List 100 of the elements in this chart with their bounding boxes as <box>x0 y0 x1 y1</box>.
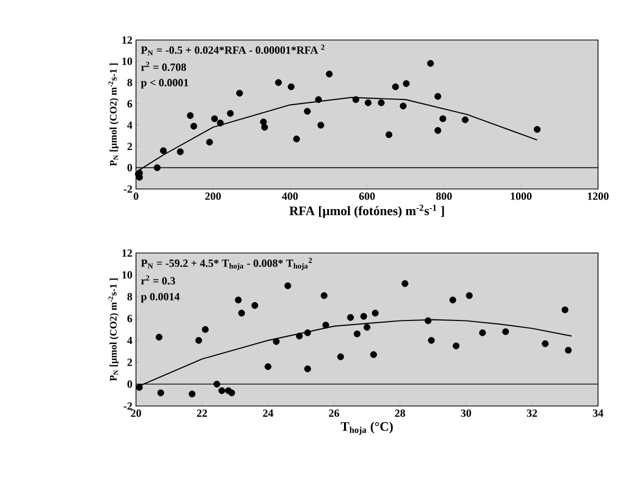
y-tick-label: 12 <box>122 249 132 257</box>
point <box>562 306 568 314</box>
y-tick-label: 0 <box>127 164 132 172</box>
point <box>296 332 303 340</box>
point <box>322 322 330 328</box>
y-tick-label: 10 <box>122 271 132 279</box>
point <box>427 60 434 67</box>
point <box>228 389 236 396</box>
annotation: P$_{N}$ = -0.5 + 0.024*RFA - 0.00001*RFA $^{2}$ <box>141 44 324 56</box>
point <box>216 120 224 126</box>
annotation: p < 0.0001 <box>140 78 188 89</box>
x-tick-label: 24 <box>262 410 274 417</box>
y-tick-label: 4 <box>127 122 132 129</box>
point <box>347 314 354 321</box>
y-tick-label: 6 <box>127 314 132 322</box>
point <box>288 83 295 90</box>
point <box>466 292 473 299</box>
point <box>424 317 432 324</box>
point <box>372 310 379 316</box>
x-tick-label: 800 <box>436 192 452 200</box>
point <box>564 346 572 354</box>
point <box>251 302 258 309</box>
point <box>157 389 164 396</box>
point <box>315 96 322 103</box>
point <box>261 124 268 131</box>
point <box>293 136 300 142</box>
x-tick-label: 600 <box>359 192 375 200</box>
y-tick-label: 8 <box>127 78 132 86</box>
point <box>156 334 162 341</box>
y-tick-label: 12 <box>122 36 132 44</box>
y-tick-label: 0 <box>127 380 132 388</box>
point <box>190 122 198 130</box>
point <box>452 342 460 350</box>
x-tick-label: 32 <box>526 410 538 417</box>
point <box>326 70 333 78</box>
point <box>188 390 196 398</box>
point <box>226 110 234 117</box>
point <box>304 329 311 336</box>
point <box>462 116 469 124</box>
x-tick-label: 1000 <box>510 192 532 200</box>
point <box>186 112 194 119</box>
point <box>402 80 410 88</box>
point <box>378 99 385 106</box>
point <box>502 328 509 336</box>
y-tick-label: 2 <box>127 142 132 150</box>
x-tick-label: 34 <box>592 410 604 417</box>
y-tick-label: 8 <box>127 293 132 300</box>
annotation: r$^{2}$ = 0.3 <box>141 275 176 285</box>
point <box>360 312 368 320</box>
y-axis-title: P$_{N}$ [µmol (CO2) m$^{-2}$s-1 ] <box>108 64 119 166</box>
y-tick-label: 4 <box>127 336 132 344</box>
point <box>392 83 399 90</box>
x-axis-title: T$_{hoja}$ (°C) <box>340 422 393 435</box>
point <box>434 127 442 134</box>
y-tick-label: -2 <box>124 185 132 193</box>
annotation: p 0.0014 <box>140 292 180 303</box>
x-tick-label: 22 <box>196 410 208 417</box>
point <box>479 329 486 336</box>
point <box>218 387 226 394</box>
point <box>534 126 541 133</box>
x-tick-label: 20 <box>130 410 142 417</box>
point <box>400 102 407 110</box>
point <box>434 93 442 100</box>
x-tick-label: 200 <box>205 192 221 200</box>
point <box>260 118 267 126</box>
point <box>439 115 446 122</box>
annotation: r$^{2}$ = 0.708 <box>141 62 186 71</box>
x-axis-title: RFA [µmol (fotónes) m$^{-2}$s$^{-1}$ ] <box>289 204 444 218</box>
y-tick-label: 10 <box>122 58 132 65</box>
point <box>364 324 370 331</box>
x-tick-label: 0 <box>134 192 138 200</box>
x-tick-label: 28 <box>394 410 406 417</box>
point <box>352 96 360 103</box>
point <box>264 363 272 370</box>
point <box>272 338 280 345</box>
point <box>304 108 311 115</box>
point <box>160 147 167 154</box>
point <box>449 296 456 304</box>
point <box>275 79 282 86</box>
point <box>386 131 392 138</box>
point <box>154 164 161 172</box>
point <box>202 326 209 333</box>
point <box>206 138 213 146</box>
y-axis-title: P$_{N}$ [µmol (CO2) m$^{-2}$s-1 ] <box>108 278 119 381</box>
point <box>176 148 184 156</box>
x-tick-label: 26 <box>328 410 340 417</box>
point <box>428 337 435 344</box>
point <box>236 90 243 97</box>
x-tick-label: 1200 <box>588 192 609 200</box>
point <box>317 122 324 129</box>
point <box>213 380 220 388</box>
x-tick-label: 400 <box>282 192 298 200</box>
y-tick-label: 6 <box>127 100 132 108</box>
y-tick-label: -2 <box>124 402 132 410</box>
point <box>195 337 202 344</box>
point <box>234 296 242 304</box>
point <box>337 353 344 360</box>
x-tick-label: 30 <box>460 410 472 417</box>
point <box>136 384 143 391</box>
point <box>354 330 360 338</box>
